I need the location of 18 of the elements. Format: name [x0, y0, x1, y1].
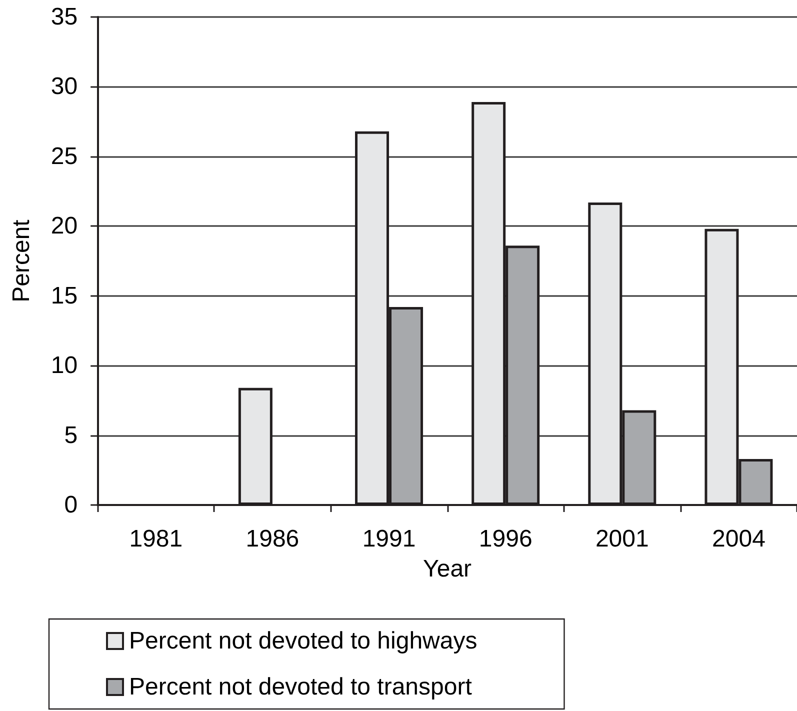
x-tick-label: 1986 [246, 526, 300, 552]
legend-label: Percent not devoted to highways [129, 628, 478, 654]
x-axis-title: Year [423, 556, 472, 582]
y-tick-label: 15 [50, 282, 78, 310]
y-tick-label: 35 [50, 4, 78, 30]
y-tick-label: 0 [64, 492, 78, 518]
x-tick-label: 2001 [595, 526, 649, 552]
y-tick-label: 5 [64, 422, 78, 449]
y-tick-label: 10 [50, 352, 78, 380]
y-tick-label: 20 [50, 212, 78, 240]
y-tick-label: 25 [50, 142, 78, 170]
y-tick-label: 30 [50, 73, 78, 100]
x-tick-label: 2004 [712, 526, 766, 552]
y-axis-title: Percent [8, 219, 36, 302]
x-tick-label: 1981 [129, 526, 183, 552]
legend-label: Percent not devoted to transport [129, 674, 472, 700]
x-tick-label: 1991 [362, 526, 416, 552]
x-tick-label: 1996 [478, 526, 532, 552]
